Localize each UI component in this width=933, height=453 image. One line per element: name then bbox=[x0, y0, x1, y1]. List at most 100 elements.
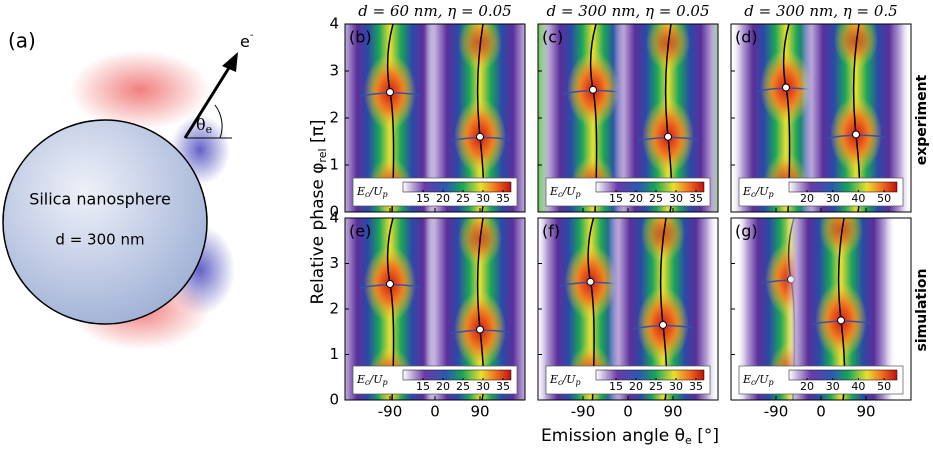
colorbar-label: Ec/Up bbox=[742, 373, 774, 387]
label-part: U bbox=[566, 185, 576, 198]
label-part: E bbox=[742, 373, 751, 386]
label-part: c bbox=[558, 190, 563, 199]
colorbar bbox=[402, 369, 512, 381]
panel-label: (e) bbox=[349, 222, 371, 241]
colorbar bbox=[788, 369, 898, 381]
label-part: / bbox=[369, 185, 375, 198]
column-title: d = 300 nm, η = 0.05 bbox=[546, 2, 709, 20]
y-tick-label: 0 bbox=[329, 203, 339, 221]
colorbar-tick-label: 35 bbox=[689, 380, 703, 393]
y-tick-label: 3 bbox=[329, 62, 339, 80]
unit: [°] bbox=[692, 426, 719, 446]
colorbar-tick-label: 15 bbox=[416, 380, 430, 393]
colorbar-tick-label: 20 bbox=[629, 380, 643, 393]
maximum-point bbox=[664, 132, 672, 141]
x-tick-label: 90 bbox=[663, 403, 682, 421]
colorbar-tick-label: 30 bbox=[476, 380, 490, 393]
colorbar-label: Ec/Up bbox=[549, 185, 581, 199]
x-tick-label: 90 bbox=[856, 403, 875, 421]
label-part: p bbox=[383, 378, 388, 387]
label-part: E bbox=[742, 185, 751, 198]
maximum-point bbox=[386, 88, 394, 97]
y-tick-label: 4 bbox=[329, 209, 339, 227]
colorbar-label: Ec/Up bbox=[356, 373, 388, 387]
colorbar bbox=[788, 181, 898, 193]
subscript: rel bbox=[316, 148, 329, 162]
label-part: U bbox=[373, 185, 383, 198]
panel: Ec/Up 20 30 40 50 bbox=[731, 218, 911, 400]
field-glow bbox=[70, 50, 210, 130]
panel: Ec/Up 20 30 40 50 bbox=[731, 24, 911, 212]
maximum-point bbox=[386, 279, 394, 288]
electron-arrow bbox=[183, 62, 234, 139]
colorbar-tick-label: 25 bbox=[649, 380, 663, 393]
colorbar-tick-label: 20 bbox=[436, 192, 450, 205]
sphere-title: Silica nanosphere bbox=[29, 190, 171, 209]
maximum-point bbox=[476, 132, 484, 141]
y-tick-label: 1 bbox=[329, 156, 339, 174]
y-tick-label: 4 bbox=[329, 15, 339, 33]
panel: Ec/Up 15 20 25 30 35 bbox=[345, 24, 525, 212]
angle-label: θe bbox=[196, 115, 212, 137]
colorbar-tick-label: 25 bbox=[456, 380, 470, 393]
label-part: E bbox=[549, 185, 558, 198]
label-part: / bbox=[562, 373, 568, 386]
label-part: / bbox=[369, 373, 375, 386]
panel-label: (f) bbox=[542, 222, 560, 241]
colorbar-tick-label: 30 bbox=[826, 192, 840, 205]
x-tick-label: 0 bbox=[623, 403, 633, 421]
row-label: experiment bbox=[914, 74, 930, 165]
electron-label: e- bbox=[240, 30, 254, 51]
nanosphere bbox=[2, 119, 208, 325]
colorbar-label: Ec/Up bbox=[356, 185, 388, 199]
x-tick-label: -90 bbox=[571, 403, 596, 421]
colorbar-tick-label: 25 bbox=[456, 192, 470, 205]
label-part: c bbox=[751, 378, 756, 387]
sphere-size: d = 300 nm bbox=[55, 231, 144, 249]
label: Emission angle θ bbox=[541, 426, 685, 446]
label-part: / bbox=[562, 185, 568, 198]
colorbar-tick-label: 35 bbox=[496, 380, 510, 393]
panel-label: (b) bbox=[349, 28, 372, 47]
label-part: E bbox=[549, 373, 558, 386]
column-title: d = 60 nm, η = 0.05 bbox=[358, 2, 511, 20]
label-part: / bbox=[755, 373, 761, 386]
maximum-point bbox=[782, 83, 790, 92]
maximum-point bbox=[659, 320, 667, 329]
superscript: - bbox=[250, 30, 254, 41]
colorbar-tick-label: 25 bbox=[649, 192, 663, 205]
colorbar-tick-label: 15 bbox=[609, 192, 623, 205]
angle-arc bbox=[214, 104, 223, 139]
colorbar-tick-label: 20 bbox=[629, 192, 643, 205]
label-part: / bbox=[755, 185, 761, 198]
label-part: c bbox=[365, 190, 370, 199]
panel-a: (a) e- θe Silica nanosphere d = 300 nm bbox=[2, 29, 254, 350]
y-tick-label: 3 bbox=[329, 254, 339, 272]
panel: Ec/Up 15 20 25 30 35 bbox=[345, 218, 525, 400]
colorbar-tick-label: 35 bbox=[689, 192, 703, 205]
label-part: U bbox=[566, 373, 576, 386]
subscript: e bbox=[206, 123, 213, 136]
panel-label: (c) bbox=[542, 28, 563, 47]
colorbar bbox=[595, 181, 705, 193]
panel: Ec/Up 15 20 25 30 35 bbox=[538, 218, 718, 400]
label-part: p bbox=[576, 190, 581, 199]
column-title: d = 300 nm, η = 0.5 bbox=[744, 2, 897, 20]
y-tick-label: 1 bbox=[329, 345, 339, 363]
colorbar-tick-label: 40 bbox=[851, 380, 865, 393]
colorbar-tick-label: 20 bbox=[800, 380, 814, 393]
colorbar-label: Ec/Up bbox=[549, 373, 581, 387]
colorbar-tick-label: 15 bbox=[609, 380, 623, 393]
colorbar-tick-label: 30 bbox=[476, 192, 490, 205]
y-tick-label: 2 bbox=[329, 300, 339, 318]
label-part: c bbox=[558, 378, 563, 387]
maximum-point bbox=[586, 277, 595, 286]
maximum-point bbox=[852, 130, 860, 139]
y-axis-label: Relative phase φrel [π] bbox=[308, 120, 329, 305]
row-label: simulation bbox=[914, 268, 930, 351]
colorbar-tick-label: 20 bbox=[436, 380, 450, 393]
colorbar-tick-label: 20 bbox=[800, 192, 814, 205]
label-part: E bbox=[356, 185, 365, 198]
label-part: E bbox=[356, 373, 365, 386]
colorbar bbox=[402, 181, 512, 193]
